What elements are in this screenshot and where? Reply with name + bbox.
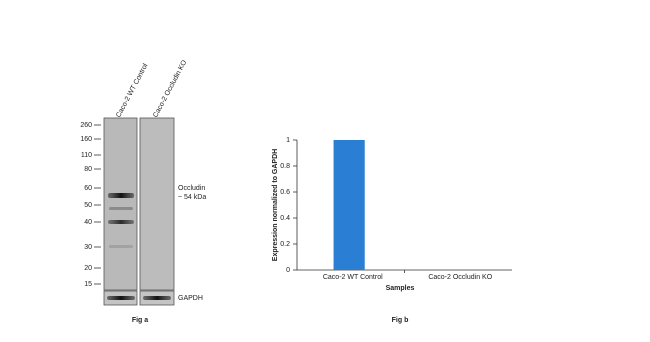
marker-label: 15 [84,281,92,288]
x-tick-label: Caco-2 WT Control [323,274,383,281]
marker-label: 260 [80,122,92,129]
y-tick-label: 0 [286,267,290,274]
loading-label: GAPDH [178,295,203,302]
caption: Fig a [132,317,148,324]
marker-label: 20 [84,265,92,272]
marker-label: 160 [80,136,92,143]
marker-label: 30 [84,244,92,251]
size-label: ~ 54 kDa [178,194,206,201]
marker-label: 40 [84,219,92,226]
x-tick-label: Caco-2 Occludin KO [428,274,492,281]
y-axis-label: Expression normalized to GAPDH [272,149,279,261]
band [108,193,134,198]
caption: Fig b [392,317,409,324]
marker-label: 80 [84,166,92,173]
y-tick-label: 0.2 [280,241,290,248]
y-tick-label: 1 [286,137,290,144]
lane-label: Caco-2 Occludin KO [152,59,188,119]
y-tick-label: 0.6 [280,189,290,196]
bar [333,140,365,270]
y-tick-label: 0.8 [280,163,290,170]
lane-2 [139,117,175,291]
y-tick-label: 0.4 [280,215,290,222]
target-label: Occludin [178,185,205,192]
band [109,207,133,210]
x-axis-label: Samples [386,285,415,292]
band [143,296,171,300]
band [108,220,134,224]
band [109,245,133,248]
marker-label: 110 [81,152,92,159]
lane-1 [103,117,138,291]
marker-label: 50 [84,202,92,209]
lane-label: Caco-2 WT Control [115,62,149,118]
blot: Caco-2 WT Control Caco-2 Occludin KO Occ… [103,59,206,324]
marker-label: 60 [84,185,92,192]
band [107,296,135,300]
